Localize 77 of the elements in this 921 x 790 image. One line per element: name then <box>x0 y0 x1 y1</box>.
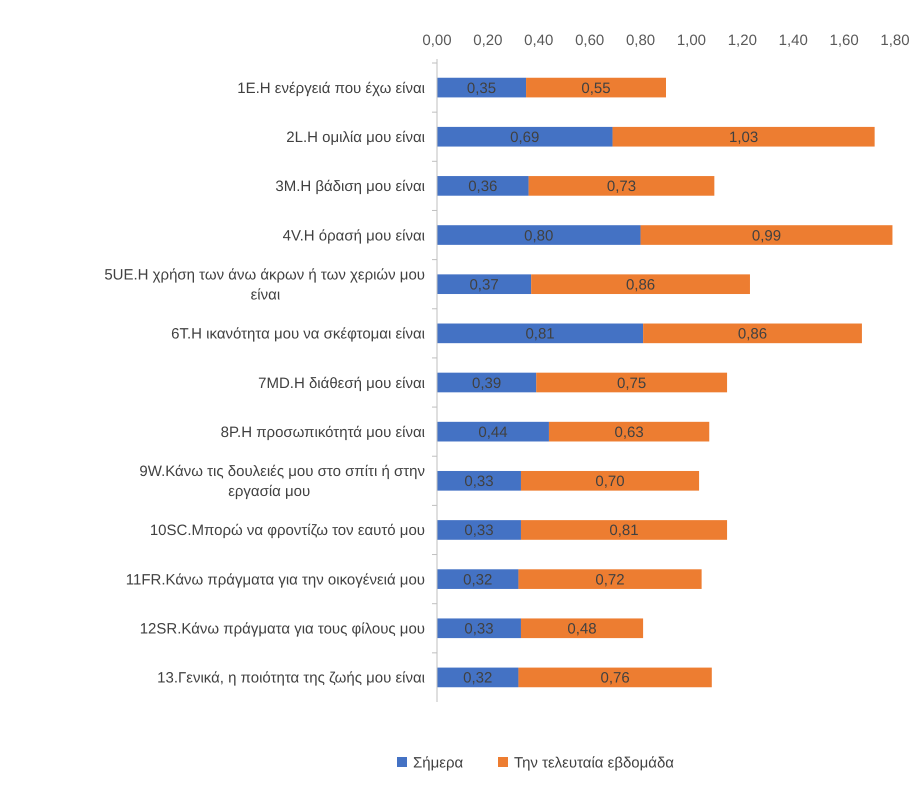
bar <box>437 78 526 98</box>
x-tick-label: 0,40 <box>524 32 554 49</box>
bar <box>518 668 712 688</box>
y-tick-label: 11FR.Κάνω πράγματα για την οικογένειά μου <box>126 571 425 588</box>
bar <box>643 324 862 344</box>
data-label: 0,70 <box>595 473 625 490</box>
data-label: 0,81 <box>525 326 555 343</box>
data-label: 0,80 <box>524 227 554 244</box>
y-tick-label: 13.Γενικά, η ποιότητα της ζωής μου είναι <box>157 670 425 687</box>
bar <box>437 225 641 245</box>
data-label: 0,73 <box>606 178 636 196</box>
data-label: 0,36 <box>468 178 498 196</box>
x-tick-label: 1,40 <box>778 32 808 49</box>
y-tick-label: 6T.Η ικανότητα μου να σκέφτομαι είναι <box>171 326 425 343</box>
data-label: 0,99 <box>752 227 782 244</box>
data-label: 0,69 <box>510 128 540 146</box>
data-label: 0,76 <box>600 670 630 687</box>
y-tick-label: 10SC.Μπορώ να φροντίζω τον εαυτό μου <box>150 522 425 540</box>
bar <box>437 569 518 589</box>
bar <box>437 126 613 147</box>
data-label: 0,39 <box>472 374 502 392</box>
y-tick-label: 7MD.Η διάθεσή μου είναι <box>258 374 425 392</box>
x-tick-label: 0,00 <box>422 32 452 49</box>
bar <box>437 422 549 442</box>
data-label: 0,33 <box>464 473 494 490</box>
y-tick-label: 8P.Η προσωπικότητά μου είναι <box>220 424 425 441</box>
data-label: 0,32 <box>463 670 492 687</box>
bar <box>520 470 700 491</box>
data-label: 0,48 <box>567 620 597 638</box>
bar <box>520 618 644 638</box>
y-tick-label: 3M.Η βάδιση μου είναι <box>275 178 425 196</box>
bar <box>640 225 892 245</box>
bar <box>437 470 521 491</box>
bar <box>526 78 666 98</box>
bar <box>531 274 750 294</box>
data-label: 0,72 <box>595 571 625 588</box>
x-tick-label: 1,00 <box>676 32 706 49</box>
data-label: 0,32 <box>463 571 492 588</box>
legend-label: Την τελευταία εβδομάδα <box>514 754 674 772</box>
x-tick-label: 0,60 <box>575 32 604 49</box>
bar <box>437 372 536 392</box>
x-tick-label: 0,20 <box>473 32 502 49</box>
data-label: 0,63 <box>614 424 644 441</box>
bar <box>612 126 875 147</box>
data-label: 0,55 <box>581 80 611 97</box>
bar <box>548 422 710 442</box>
bar <box>437 668 518 688</box>
data-label: 0,81 <box>609 522 639 540</box>
data-label: 0,33 <box>464 620 494 638</box>
bar <box>437 176 529 196</box>
data-label: 0,33 <box>464 522 494 540</box>
data-label: 0,37 <box>469 276 499 294</box>
bar <box>437 618 521 638</box>
bar <box>437 324 644 344</box>
data-label: 0,35 <box>466 80 496 97</box>
y-tick-label: 9W.Κάνω τις δουλειές μου στο σπίτι ή στην εργασία μου <box>139 463 425 500</box>
data-label: 0,86 <box>738 326 768 343</box>
data-label: 1,03 <box>729 128 758 146</box>
y-tick-label: 1E.Η ενέργειά που έχω είναι <box>237 80 425 97</box>
x-tick-label: 1,80 <box>880 32 910 49</box>
bar <box>536 372 728 392</box>
bar <box>437 274 532 294</box>
bar <box>437 520 521 540</box>
x-tick-label: 0,80 <box>626 32 656 49</box>
data-label: 0,44 <box>478 424 508 441</box>
bar <box>520 520 728 540</box>
bar <box>518 569 702 589</box>
y-tick-label: 2L.Η ομιλία μου είναι <box>286 128 425 146</box>
y-tick-label: 4V.Η όρασή μου είναι <box>282 227 425 244</box>
x-tick-label: 1,60 <box>830 32 859 49</box>
x-tick-label: 1,20 <box>728 32 757 49</box>
legend-label: Σήμερα <box>413 754 464 772</box>
data-label: 0,86 <box>626 276 656 294</box>
y-tick-label: 5UE.Η χρήση των άνω άκρων ή των χεριών μου είναι <box>104 266 425 304</box>
bar <box>528 176 714 196</box>
y-tick-label: 12SR.Κάνω πράγματα για τους φίλους μου <box>140 620 425 638</box>
data-label: 0,75 <box>617 374 646 392</box>
